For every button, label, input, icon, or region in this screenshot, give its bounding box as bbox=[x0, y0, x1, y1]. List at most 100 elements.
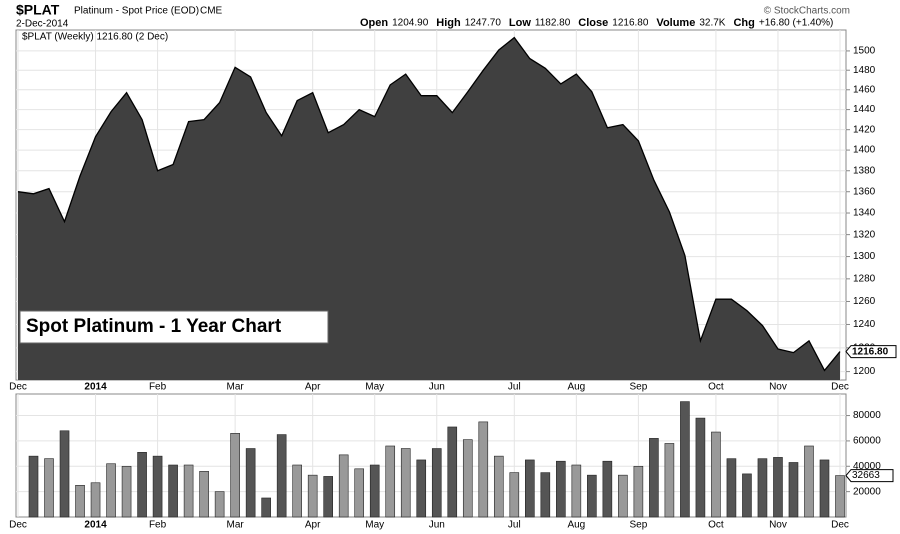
y-tick-label: 1360 bbox=[853, 186, 876, 197]
x-tick-label: Oct bbox=[708, 520, 724, 531]
volume-bar bbox=[338, 454, 349, 518]
volume-bar bbox=[649, 438, 659, 518]
stat-label: Low bbox=[509, 17, 531, 29]
x-tick-label: Jun bbox=[429, 382, 445, 393]
volume-bar bbox=[788, 462, 799, 518]
volume-bar bbox=[602, 460, 613, 518]
volume-bar bbox=[742, 473, 752, 518]
volume-bar bbox=[199, 471, 209, 518]
date: 2-Dec-2014 bbox=[16, 19, 69, 30]
x-tick-label: Nov bbox=[769, 520, 787, 531]
x-tick-label: Sep bbox=[629, 520, 647, 531]
x-tick-label: Sep bbox=[629, 382, 647, 393]
last-price-box bbox=[845, 345, 897, 359]
y-tick-label: 1340 bbox=[853, 208, 876, 219]
x-tick-label: Nov bbox=[769, 382, 787, 393]
volume-bar bbox=[680, 401, 690, 518]
y-tick-label: 1280 bbox=[853, 273, 876, 284]
volume-bar bbox=[540, 472, 551, 518]
volume-bar bbox=[726, 458, 737, 518]
stat-label: Close bbox=[578, 17, 608, 29]
x-tick-label: Jul bbox=[508, 382, 521, 393]
volume-bar bbox=[106, 463, 116, 518]
volume-bar bbox=[307, 474, 318, 518]
y-tick-label: 1420 bbox=[853, 124, 876, 135]
volume-bar bbox=[587, 474, 597, 518]
last-volume-label: 32663 bbox=[852, 470, 880, 481]
volume-bar bbox=[819, 459, 830, 518]
x-tick-label: Jun bbox=[429, 520, 445, 531]
x-tick-label: May bbox=[365, 382, 384, 393]
stat-value: 1216.80 bbox=[612, 18, 649, 29]
last-volume-box bbox=[845, 469, 894, 483]
x-tick-label: Oct bbox=[708, 382, 724, 393]
stat-label: Open bbox=[360, 17, 388, 29]
volume-bar bbox=[447, 426, 458, 518]
stat-value: 1247.70 bbox=[465, 18, 502, 29]
y-tick-label: 1480 bbox=[853, 65, 876, 76]
volume-bar bbox=[416, 459, 427, 518]
volume-bar bbox=[168, 464, 178, 518]
volume-bar bbox=[369, 464, 380, 518]
stat-value: 1204.90 bbox=[392, 18, 429, 29]
volume-bar bbox=[183, 464, 194, 518]
volume-bar bbox=[804, 445, 814, 518]
x-tick-label: Mar bbox=[227, 520, 245, 531]
volume-bar bbox=[44, 458, 54, 518]
x-tick-label: Dec bbox=[9, 382, 27, 393]
volume-bar bbox=[525, 459, 535, 518]
annotation: Spot Platinum - 1 Year Chart bbox=[26, 316, 282, 337]
volume-bar bbox=[695, 417, 706, 518]
x-tick-label: Apr bbox=[305, 382, 321, 393]
volume-bar bbox=[214, 491, 225, 518]
legend: $PLAT (Weekly) 1216.80 (2 Dec) bbox=[22, 32, 168, 43]
volume-bar bbox=[462, 439, 473, 518]
volume-bar bbox=[28, 455, 39, 518]
y-tick-label: 1240 bbox=[853, 319, 876, 330]
volume-bar bbox=[75, 484, 85, 518]
y-tick-label: 40000 bbox=[853, 461, 881, 472]
price-area bbox=[18, 37, 840, 380]
volume-bar bbox=[556, 460, 566, 518]
volume-bar bbox=[121, 465, 132, 518]
symbol: $PLAT bbox=[16, 2, 60, 18]
y-tick-label: 20000 bbox=[853, 486, 881, 497]
volume-bar bbox=[385, 445, 396, 518]
y-tick-label: 1500 bbox=[853, 46, 876, 57]
price-line bbox=[17, 36, 841, 372]
volume-panel bbox=[15, 393, 847, 518]
volume-bar bbox=[711, 431, 721, 518]
x-tick-label: Dec bbox=[831, 382, 849, 393]
copyright: © StockCharts.com bbox=[764, 6, 850, 17]
x-tick-label: Apr bbox=[305, 520, 321, 531]
stat-value: 1182.80 bbox=[535, 18, 571, 29]
price-layer: 1200122012401260128013001320134013601380… bbox=[9, 30, 897, 393]
volume-layer: 20000 40000 60000 80000 Dec 2014 Feb Mar Apr May J… bbox=[9, 394, 894, 531]
x-tick-label: 2014 bbox=[84, 382, 107, 393]
stat-label: High bbox=[436, 17, 461, 29]
volume-bar bbox=[323, 476, 333, 518]
volume-bar bbox=[59, 430, 70, 518]
subtitle: Platinum - Spot Price (EOD) bbox=[74, 6, 199, 17]
volume-bar bbox=[757, 458, 768, 518]
volume-bar bbox=[354, 468, 365, 518]
volume-bar bbox=[633, 465, 644, 518]
y-tick-label: 60000 bbox=[853, 436, 881, 447]
volume-bar bbox=[431, 448, 442, 518]
annotation-box bbox=[19, 310, 329, 344]
x-tick-label: Dec bbox=[831, 520, 849, 531]
y-tick-label: 1400 bbox=[853, 145, 876, 156]
y-tick-label: 1300 bbox=[853, 251, 876, 262]
volume-bar bbox=[618, 474, 628, 518]
volume-bar bbox=[400, 448, 411, 518]
exchange: CME bbox=[200, 6, 223, 17]
stat-label: Volume bbox=[656, 17, 695, 29]
volume-bar bbox=[90, 482, 101, 518]
x-tick-label: Aug bbox=[567, 382, 585, 393]
volume-bar bbox=[571, 464, 582, 518]
y-tick-label: 1440 bbox=[853, 104, 876, 115]
x-tick-label: 2014 bbox=[84, 520, 107, 531]
volume-bar bbox=[152, 455, 163, 518]
volume-bar bbox=[292, 464, 302, 518]
